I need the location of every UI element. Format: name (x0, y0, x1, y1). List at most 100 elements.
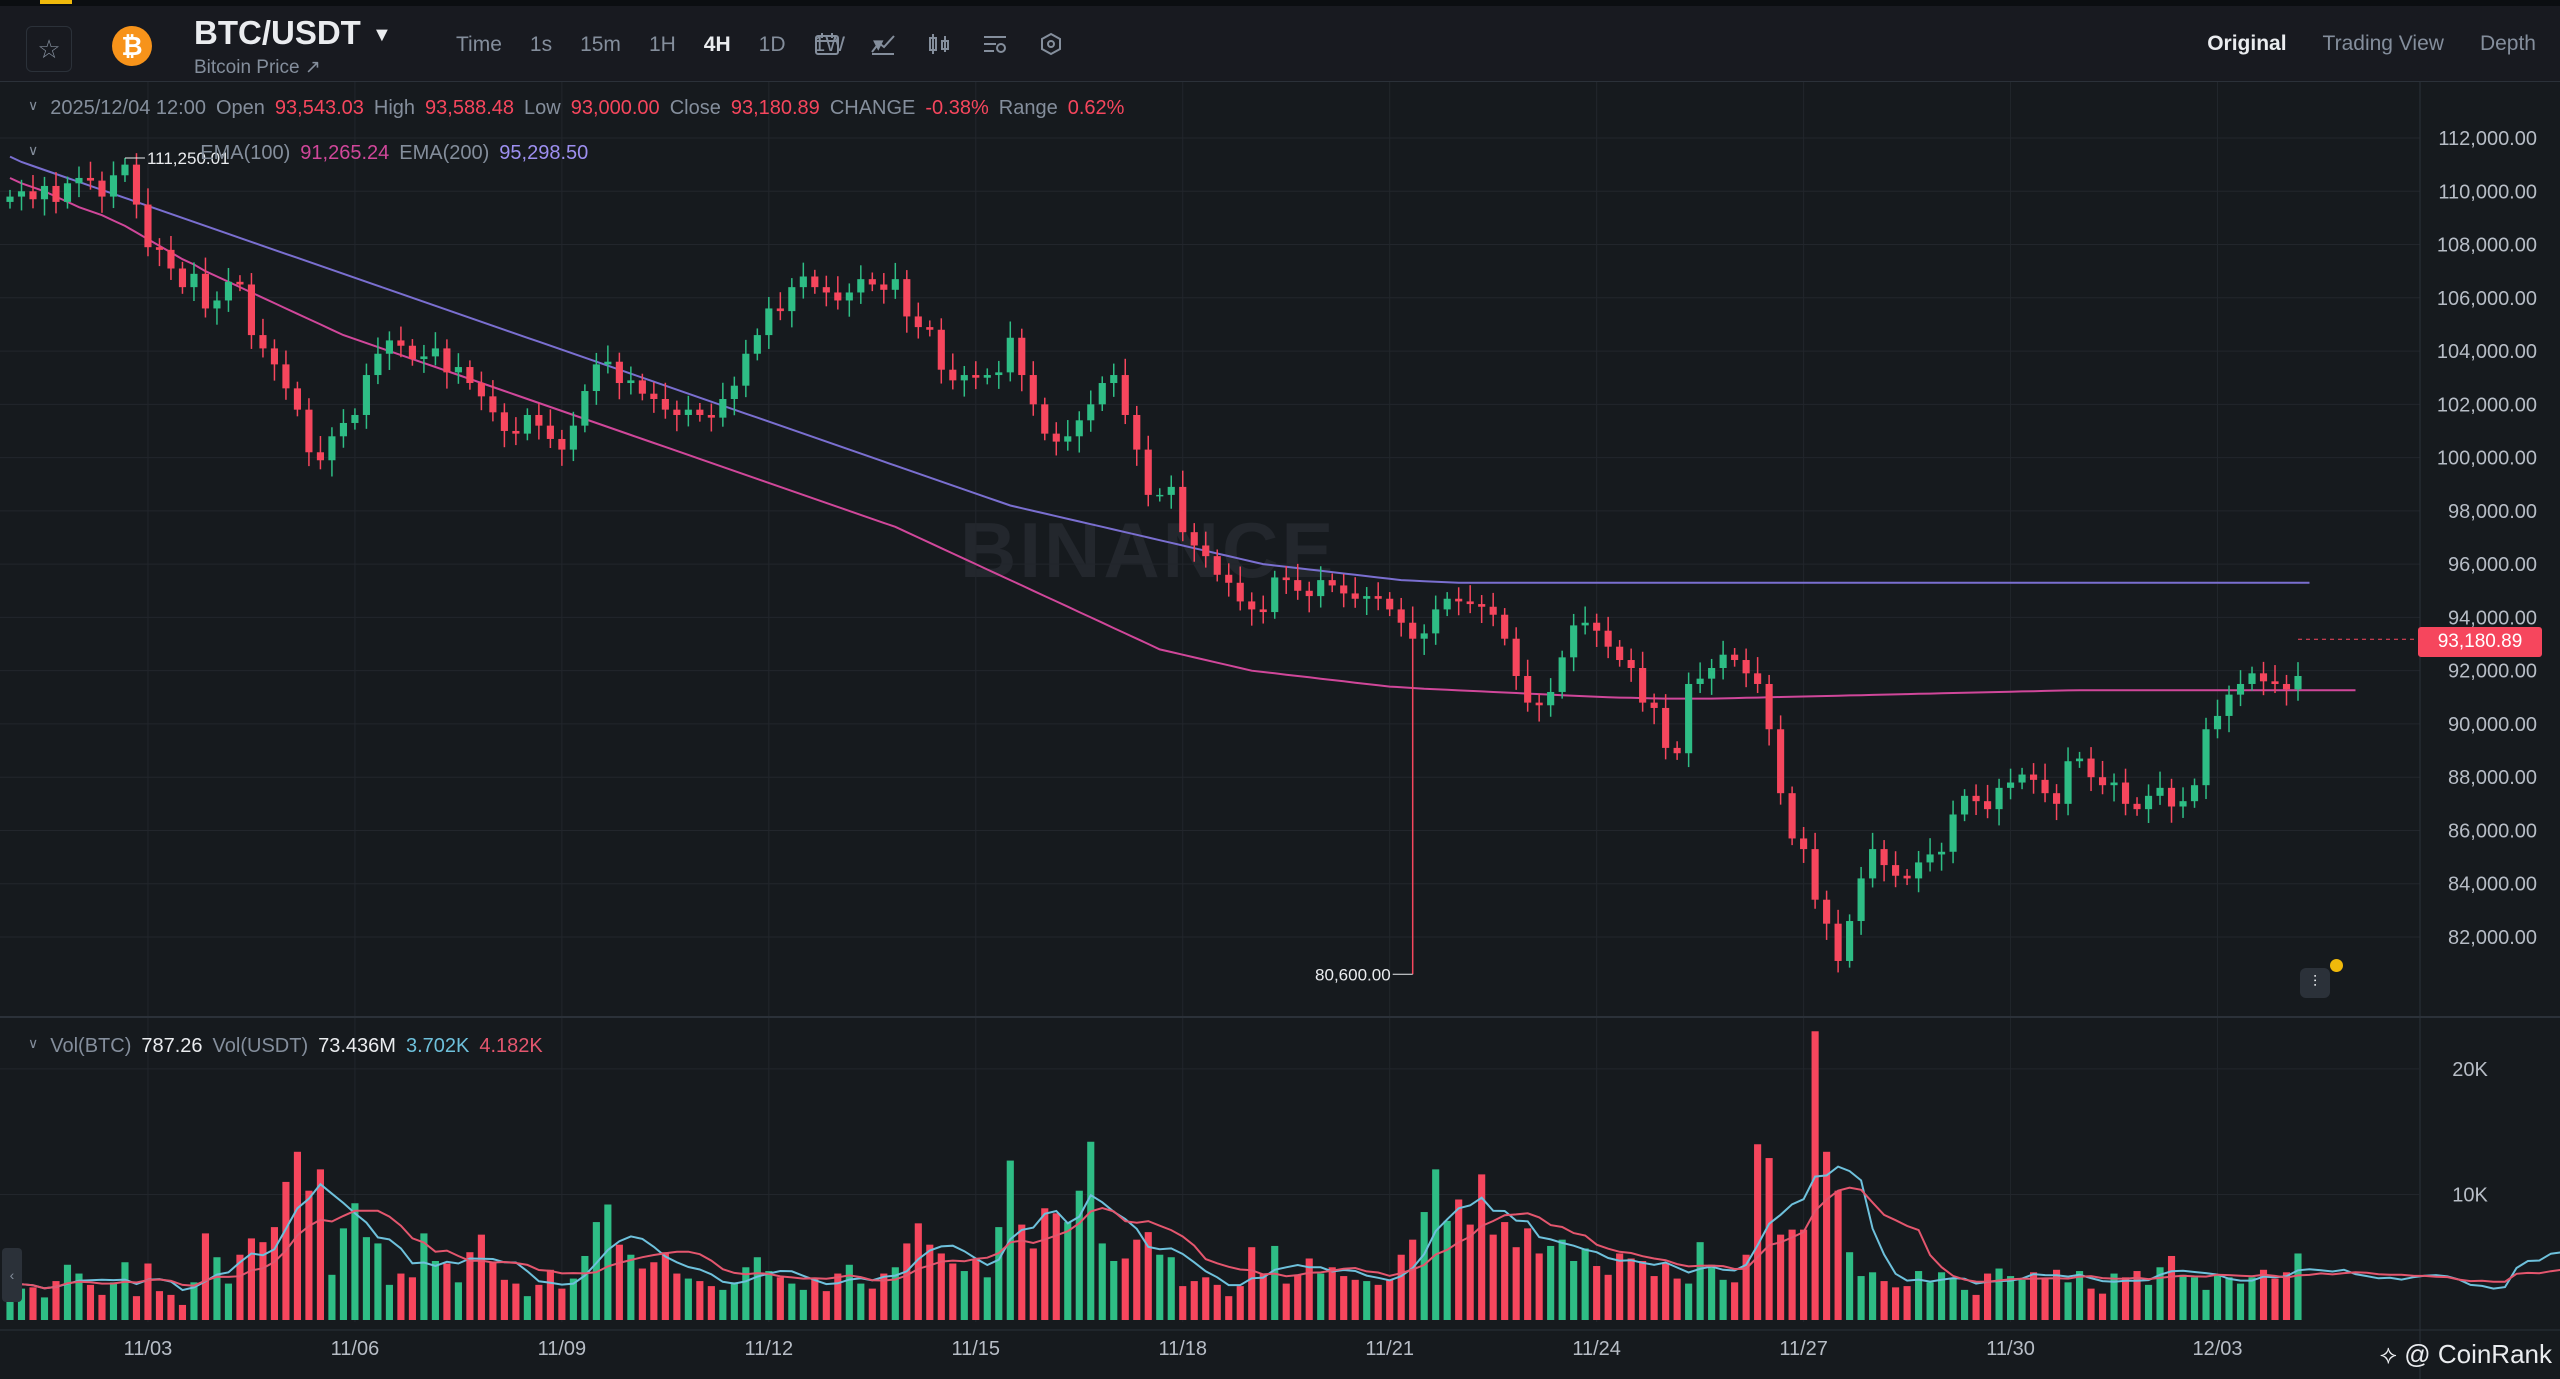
volume-bar (926, 1244, 934, 1320)
indicator-icon[interactable] (866, 30, 900, 58)
ema-collapse-chevron-icon[interactable]: ∨ (28, 142, 39, 158)
candle-body (2144, 795, 2153, 810)
calendar-icon[interactable] (810, 30, 844, 58)
candle-body (443, 348, 451, 373)
volume-bar (1869, 1272, 1877, 1320)
candle-body (109, 175, 118, 197)
ohlc-legend: ∨ 2025/12/04 12:00 Open 93,543.03 High 9… (28, 97, 1134, 120)
volume-bar (1926, 1282, 1934, 1320)
volume-bar (903, 1243, 911, 1320)
hexagon-settings-icon[interactable] (1034, 30, 1068, 58)
scroll-left-icon[interactable]: ‹ (2, 1248, 22, 1302)
candle-body (2202, 729, 2210, 786)
candle-body (592, 364, 600, 392)
volume-bar (937, 1253, 945, 1320)
candle-body (684, 409, 692, 415)
volume-bar (109, 1282, 118, 1320)
volume-bar (29, 1287, 37, 1320)
collapse-chevron-icon[interactable]: ∨ (28, 97, 39, 113)
pair-title[interactable]: BTC/USDT (194, 14, 361, 51)
change-value: -0.38% (925, 97, 989, 119)
candle-body (1926, 854, 1934, 863)
candle-body (385, 340, 393, 354)
view-trading-view[interactable]: Trading View (2322, 32, 2444, 55)
interval-1s[interactable]: 1s (529, 32, 553, 56)
view-depth[interactable]: Depth (2479, 32, 2536, 55)
volume-bar (305, 1190, 313, 1320)
candle-type-icon[interactable] (922, 30, 956, 58)
volume-bar (1248, 1247, 1256, 1320)
candle-body (2236, 683, 2245, 695)
volume-bar (1547, 1245, 1555, 1320)
volume-collapse-chevron-icon[interactable]: ∨ (28, 1035, 39, 1051)
candle-body (270, 348, 279, 365)
time-tick-label: 11/21 (1365, 1338, 1414, 1360)
volume-bar (1708, 1264, 1716, 1320)
pair-dropdown-icon[interactable]: ▼ (372, 24, 392, 46)
view-original[interactable]: Original (2207, 32, 2287, 55)
ema100-value: 91,265.24 (300, 142, 390, 164)
candle-body (834, 292, 842, 301)
volume-bar (1604, 1274, 1612, 1320)
candle-body (167, 249, 175, 269)
candle-body (1512, 638, 1520, 676)
candle-body (201, 273, 210, 309)
interval-time[interactable]: Time (456, 32, 502, 56)
volume-bar (1213, 1284, 1221, 1320)
candle-body (983, 375, 991, 378)
volume-bar (765, 1271, 773, 1320)
candle-body (1915, 862, 1923, 879)
interval-1d[interactable]: 1D (758, 32, 786, 56)
volume-bar (891, 1267, 899, 1320)
candle-body (535, 414, 543, 426)
candle-body (40, 185, 49, 200)
volume-bar (1765, 1158, 1773, 1320)
volume-bar (1777, 1234, 1785, 1320)
volume-bar (259, 1242, 267, 1320)
interval-1h[interactable]: 1H (648, 32, 676, 56)
price-tick-label: 100,000.00 (2437, 448, 2537, 470)
top-toolbar: ☆ ₿ BTC/USDT ▼ Bitcoin Price ↗ Time 1s 1… (0, 0, 2560, 82)
volume-bar (1984, 1273, 1992, 1320)
candle-body (1282, 577, 1290, 581)
volume-bar (1673, 1278, 1681, 1320)
volume-bar (581, 1255, 589, 1320)
interval-4h[interactable]: 4H (703, 32, 731, 56)
candle-body (857, 279, 865, 293)
volume-bar (1846, 1252, 1854, 1320)
high-value: 93,588.48 (425, 97, 514, 119)
candlestick-chart[interactable]: 112,000.00 110,000.00 108,000.00 106,000.00… (0, 82, 2560, 1379)
volume-bar (1397, 1254, 1405, 1320)
volume-bar (408, 1277, 416, 1320)
ema200-line (9, 155, 2310, 584)
candle-body (1961, 795, 1969, 815)
volume-bar (1144, 1232, 1152, 1320)
candle-body (880, 284, 888, 290)
candle-body (52, 185, 60, 202)
volume-bar (1627, 1258, 1635, 1320)
volume-bar (2110, 1273, 2118, 1320)
interval-15m[interactable]: 15m (580, 32, 621, 56)
candle-body (362, 375, 370, 415)
volume-bar (1754, 1144, 1762, 1320)
pair-subtitle-link[interactable]: Bitcoin Price ↗ (194, 57, 321, 78)
accent-mark (40, 0, 72, 4)
candle-body (351, 414, 359, 423)
chart-info-icon[interactable]: ⫶ (2300, 968, 2330, 998)
candle-body (1892, 865, 1900, 876)
range-label: Range (998, 97, 1058, 119)
volume-bar (1190, 1281, 1198, 1320)
volume-bar (2098, 1293, 2107, 1320)
volume-bar (1121, 1258, 1129, 1320)
volume-bar (535, 1284, 543, 1320)
volume-bar (1857, 1276, 1865, 1320)
candle-body (2121, 782, 2130, 804)
vol-btc-label: Vol(BTC) (50, 1035, 132, 1057)
volume-bar (466, 1252, 474, 1320)
settings-list-icon[interactable] (978, 30, 1012, 58)
volume-bar (201, 1233, 210, 1320)
volume-bar (914, 1223, 922, 1320)
favorite-star-icon[interactable]: ☆ (26, 26, 72, 72)
volume-bar (2179, 1274, 2187, 1320)
candle-body (1386, 598, 1394, 610)
